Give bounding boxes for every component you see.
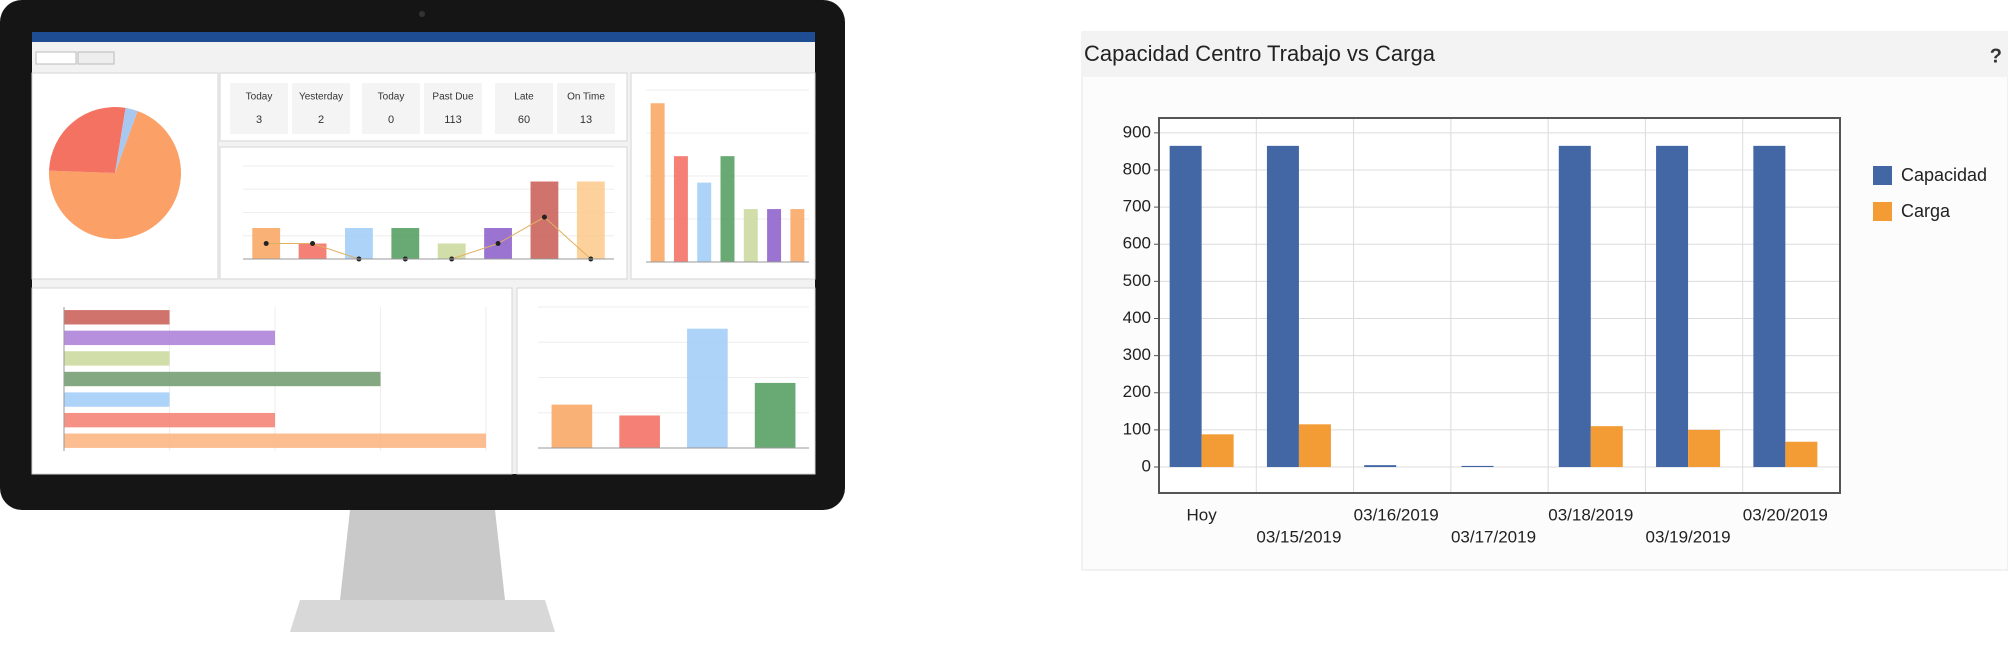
legend-label: Carga: [1901, 201, 1951, 221]
kpi-tile: [557, 83, 615, 134]
bar: [64, 330, 275, 346]
pie-slice: [49, 106, 126, 173]
bar: [1558, 145, 1591, 468]
bar: [64, 351, 170, 366]
kpi-label: Today: [246, 92, 273, 103]
bar: [64, 433, 486, 448]
kpi-tile: [424, 83, 482, 134]
y-tick-label: 100: [1123, 419, 1151, 438]
x-tick-label: Hoy: [1187, 505, 1218, 524]
camera: [419, 11, 425, 17]
bar: [437, 243, 466, 259]
kpi-label: On Time: [567, 92, 605, 103]
kpi-value: 60: [518, 114, 530, 126]
legend-swatch: [1873, 202, 1892, 221]
bar: [64, 412, 275, 428]
legend-swatch: [1873, 166, 1892, 185]
bar: [650, 103, 665, 262]
bar: [1169, 145, 1202, 468]
y-tick-label: 800: [1123, 159, 1151, 178]
bar: [619, 415, 660, 448]
monitor-neck: [340, 510, 505, 600]
bar: [1201, 434, 1234, 468]
help-button[interactable]: ?: [1990, 45, 2002, 67]
pie-slice: [49, 111, 182, 239]
bar: [697, 182, 712, 262]
line-point: [263, 241, 269, 246]
y-tick-label: 200: [1123, 382, 1151, 401]
bar: [1298, 424, 1331, 468]
bar: [687, 328, 728, 448]
kpi-value: 3: [256, 114, 262, 126]
bar: [1590, 426, 1623, 468]
y-tick-label: 500: [1123, 271, 1151, 290]
bar: [754, 382, 796, 448]
bar: [1753, 145, 1786, 468]
kpi-label: Yesterday: [299, 92, 343, 103]
bar: [767, 209, 782, 262]
bar: [298, 243, 327, 259]
x-tick-label: 03/18/2019: [1548, 505, 1633, 524]
kpi-label: Today: [378, 92, 405, 103]
y-tick-label: 700: [1123, 197, 1151, 216]
x-tick-label: 03/15/2019: [1256, 527, 1341, 546]
tab[interactable]: [77, 51, 115, 65]
kpi-value: 113: [444, 114, 462, 126]
y-tick-label: 900: [1123, 122, 1151, 141]
bar: [1266, 145, 1299, 468]
bar: [64, 392, 170, 407]
line-point: [495, 241, 501, 246]
x-tick-label: 03/17/2019: [1451, 527, 1536, 546]
bar: [1656, 145, 1689, 468]
bar: [743, 209, 758, 262]
kpi-tile: [362, 83, 420, 134]
y-tick-label: 600: [1123, 234, 1151, 253]
kpi-label: Late: [514, 92, 534, 103]
kpi-value: 13: [580, 114, 592, 126]
kpi-tile: [230, 83, 288, 134]
bar: [64, 310, 170, 325]
bar: [391, 228, 420, 259]
bar: [673, 156, 688, 262]
kpi-label: Past Due: [432, 92, 474, 103]
monitor-base: [290, 600, 555, 632]
bar: [576, 181, 605, 259]
x-tick-label: 03/16/2019: [1354, 505, 1439, 524]
kpi-tile: [292, 83, 350, 134]
kpi-value: 0: [388, 114, 394, 126]
bar: [790, 209, 805, 262]
plot-area: [1159, 118, 1840, 493]
bar: [1785, 441, 1818, 468]
bar: [1461, 465, 1494, 468]
line-point: [541, 214, 547, 220]
bar: [551, 404, 593, 448]
bar: [530, 181, 559, 259]
y-tick-label: 0: [1142, 456, 1151, 475]
tab[interactable]: [35, 51, 77, 65]
chart-header: [1082, 32, 2008, 77]
y-tick-label: 400: [1123, 308, 1151, 327]
x-tick-label: 03/20/2019: [1743, 505, 1828, 524]
bar: [64, 371, 381, 387]
y-tick-label: 300: [1123, 345, 1151, 364]
bar: [720, 156, 735, 262]
bar: [345, 228, 373, 259]
x-tick-label: 03/19/2019: [1646, 527, 1731, 546]
line-point: [310, 241, 316, 246]
bar: [1364, 465, 1397, 468]
chart-title: Capacidad Centro Trabajo vs Carga: [1084, 41, 1436, 66]
kpi-value: 2: [318, 114, 324, 126]
pie-slice: [115, 107, 138, 173]
plot-border: [1158, 117, 1841, 494]
kpi-tile: [495, 83, 553, 134]
legend-label: Capacidad: [1901, 165, 1987, 185]
title-bar: [32, 32, 815, 42]
bar: [1688, 429, 1721, 468]
